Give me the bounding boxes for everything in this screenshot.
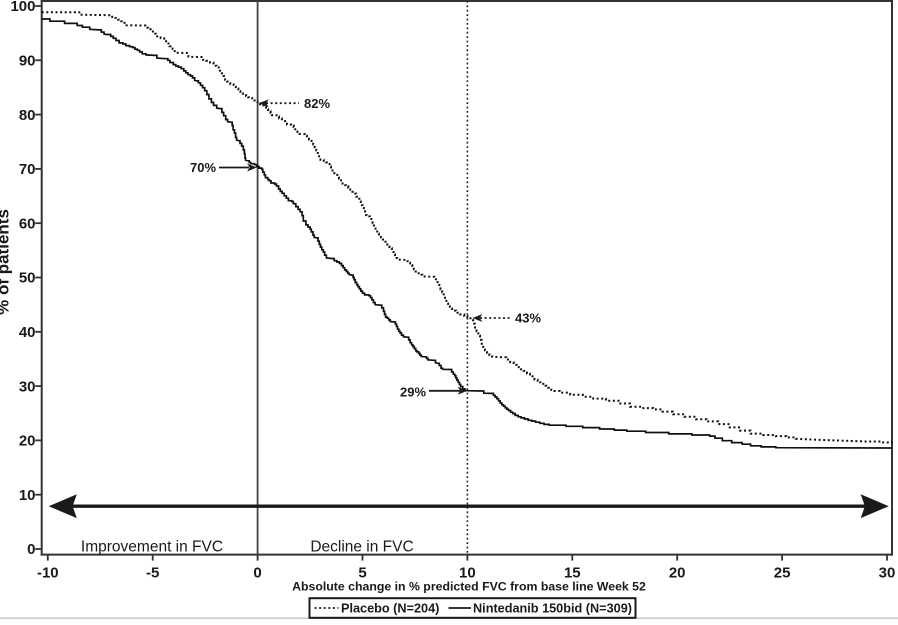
svg-text:Placebo (N=204): Placebo (N=204): [341, 601, 439, 615]
svg-text:82%: 82%: [304, 96, 330, 111]
svg-text:10: 10: [459, 565, 476, 582]
svg-text:0: 0: [27, 541, 35, 558]
svg-text:70: 70: [19, 161, 36, 178]
svg-text:90: 90: [19, 53, 36, 70]
svg-text:25: 25: [774, 565, 791, 582]
svg-text:Absolute change in % predicted: Absolute change in % predicted FVC from …: [292, 580, 646, 594]
svg-text:10: 10: [19, 487, 36, 504]
svg-text:-5: -5: [146, 565, 159, 582]
svg-text:30: 30: [879, 565, 896, 582]
svg-text:60: 60: [19, 215, 36, 232]
svg-text:29%: 29%: [400, 385, 426, 400]
svg-text:43%: 43%: [515, 311, 541, 326]
svg-text:30: 30: [19, 378, 36, 395]
svg-text:50: 50: [19, 270, 36, 287]
svg-text:100: 100: [10, 0, 35, 15]
svg-text:-10: -10: [37, 565, 59, 582]
svg-text:20: 20: [19, 433, 36, 450]
svg-text:Decline in FVC: Decline in FVC: [310, 539, 413, 556]
svg-text:Improvement in FVC: Improvement in FVC: [81, 539, 223, 556]
svg-text:20: 20: [669, 565, 686, 582]
svg-text:15: 15: [564, 565, 581, 582]
svg-text:Nintedanib 150bid (N=309): Nintedanib 150bid (N=309): [473, 601, 632, 615]
svg-text:5: 5: [358, 565, 366, 582]
svg-text:70%: 70%: [190, 160, 216, 175]
svg-text:40: 40: [19, 324, 36, 341]
svg-text:0: 0: [253, 565, 261, 582]
svg-text:% of patients: % of patients: [0, 209, 13, 315]
svg-text:80: 80: [19, 107, 36, 124]
